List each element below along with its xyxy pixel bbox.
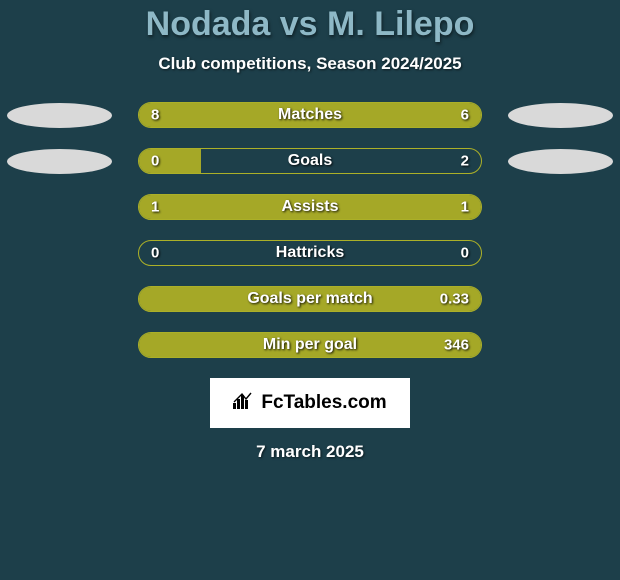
page-title: Nodada vs M. Lilepo <box>0 5 620 44</box>
stat-label: Goals per match <box>247 290 372 308</box>
stat-label: Min per goal <box>263 336 357 354</box>
stat-bar: 346 Min per goal <box>138 332 482 358</box>
stat-value-left: 8 <box>151 107 159 124</box>
stat-value-right: 0 <box>461 245 469 262</box>
subtitle: Club competitions, Season 2024/2025 <box>0 54 620 74</box>
stat-label: Assists <box>282 198 339 216</box>
stat-value-right: 6 <box>461 107 469 124</box>
fctables-badge[interactable]: FcTables.com <box>210 378 410 428</box>
player-left-disc <box>7 103 112 128</box>
date-label: 7 march 2025 <box>0 442 620 462</box>
stat-bar: 1 1 Assists <box>138 194 482 220</box>
player-right-disc <box>508 103 613 128</box>
fill-left <box>139 149 201 173</box>
stat-value-left: 0 <box>151 153 159 170</box>
stat-row: 346 Min per goal <box>0 332 620 360</box>
stat-value-left: 1 <box>151 199 159 216</box>
stat-row: 8 6 Matches <box>0 102 620 130</box>
stat-row: 0.33 Goals per match <box>0 286 620 314</box>
stat-rows: 8 6 Matches 0 2 Goals 1 1 Assists 0 0 Hattricks 0.33… <box>0 102 620 360</box>
fill-right <box>334 103 481 127</box>
stat-row: 1 1 Assists <box>0 194 620 222</box>
stat-bar: 8 6 Matches <box>138 102 482 128</box>
stat-bar: 0 2 Goals <box>138 148 482 174</box>
stat-bar: 0 0 Hattricks <box>138 240 482 266</box>
stat-value-right: 2 <box>461 153 469 170</box>
stat-value-right: 0.33 <box>440 291 469 308</box>
stat-label: Hattricks <box>276 244 344 262</box>
badge-logo-icon <box>233 391 255 415</box>
stat-bar: 0.33 Goals per match <box>138 286 482 312</box>
stat-row: 0 2 Goals <box>0 148 620 176</box>
comparison-widget: Nodada vs M. Lilepo Club competitions, S… <box>0 0 620 580</box>
stat-row: 0 0 Hattricks <box>0 240 620 268</box>
stat-value-right: 346 <box>444 337 469 354</box>
stat-label: Goals <box>288 152 332 170</box>
stat-value-right: 1 <box>461 199 469 216</box>
badge-text: FcTables.com <box>261 392 386 414</box>
stat-label: Matches <box>278 106 342 124</box>
stat-value-left: 0 <box>151 245 159 262</box>
player-right-disc <box>508 149 613 174</box>
player-left-disc <box>7 149 112 174</box>
